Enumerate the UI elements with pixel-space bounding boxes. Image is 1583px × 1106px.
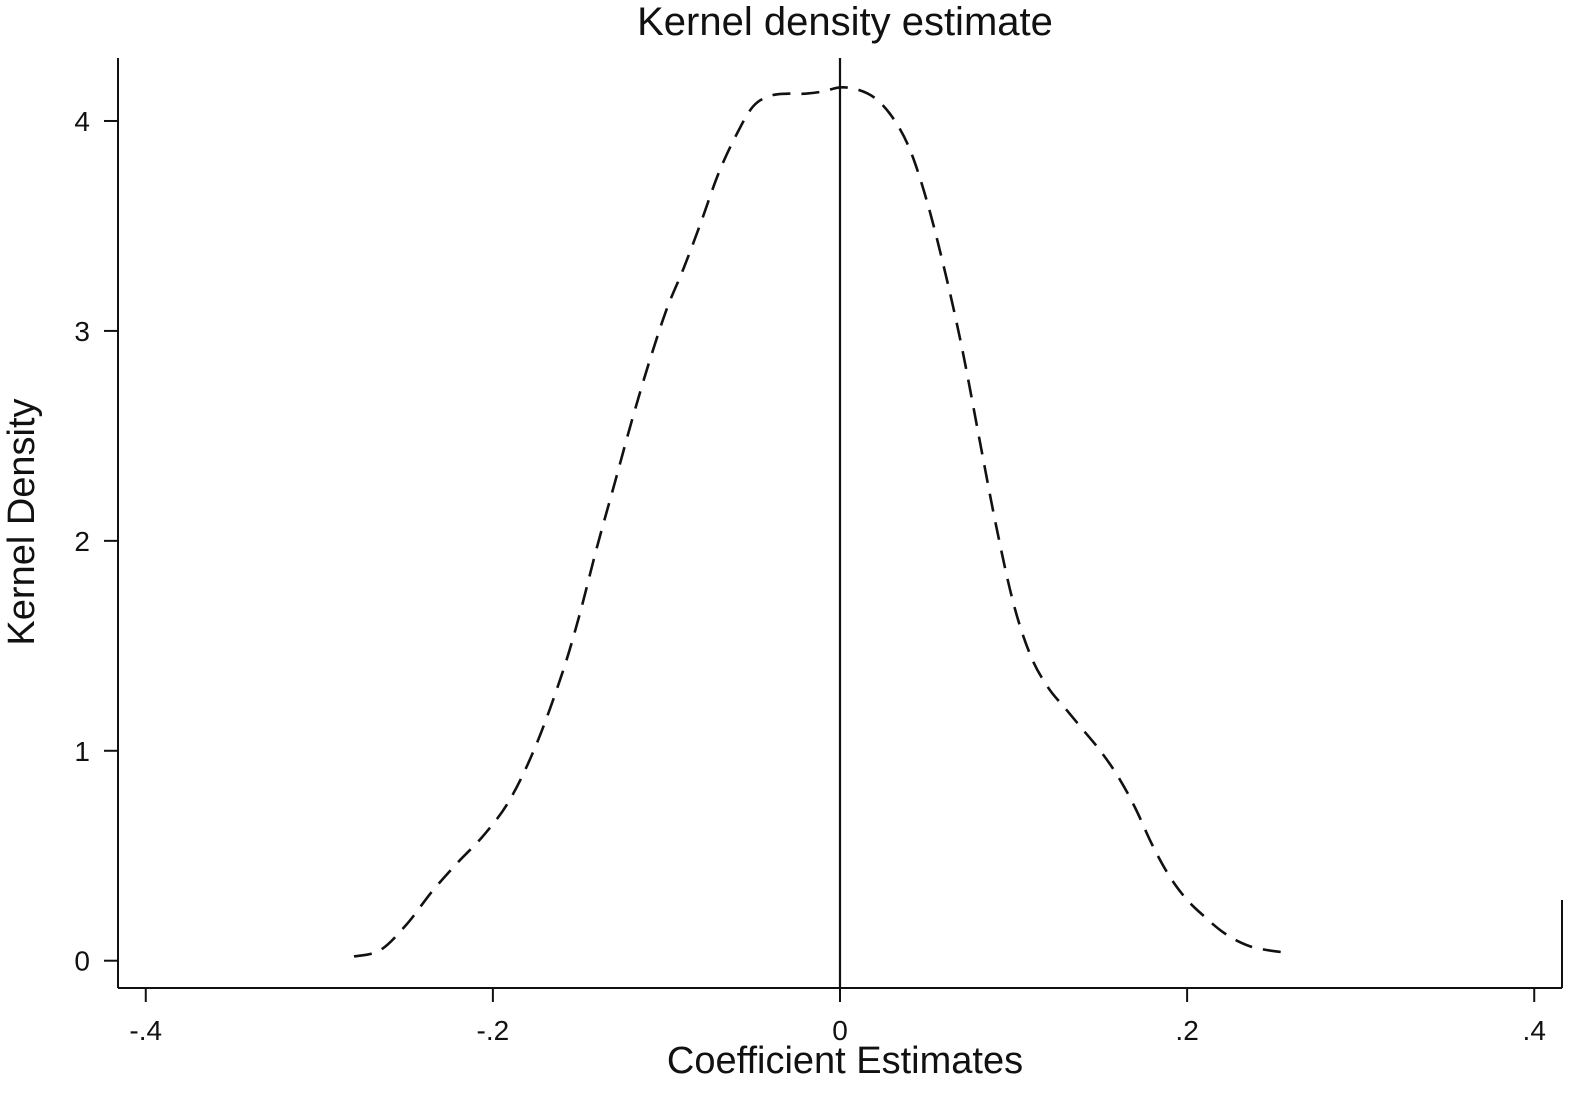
x-axis-label: Coefficient Estimates [667, 1040, 1023, 1082]
y-tick-label: 4 [74, 106, 90, 137]
y-tick-label: 3 [74, 316, 90, 347]
x-tick-label: .4 [1523, 1015, 1546, 1046]
y-tick-label: 1 [74, 736, 90, 767]
y-tick-label: 0 [74, 946, 90, 977]
chart-title: Kernel density estimate [637, 0, 1053, 44]
x-tick-label: 0 [832, 1015, 848, 1046]
x-tick-label: -.2 [477, 1015, 510, 1046]
y-tick-label: 2 [74, 526, 90, 557]
x-axis-ticks: -.4 -.2 0 .2 .4 [129, 988, 1546, 1046]
plot-area: 0 1 2 3 4 -.4 -.2 0 .2 .4 [74, 58, 1563, 1046]
y-axis-ticks: 0 1 2 3 4 [74, 106, 118, 977]
x-tick-label: .2 [1175, 1015, 1198, 1046]
x-tick-label: -.4 [129, 1015, 162, 1046]
density-curve [353, 86, 1283, 958]
y-axis-label: Kernel Density [1, 398, 43, 645]
